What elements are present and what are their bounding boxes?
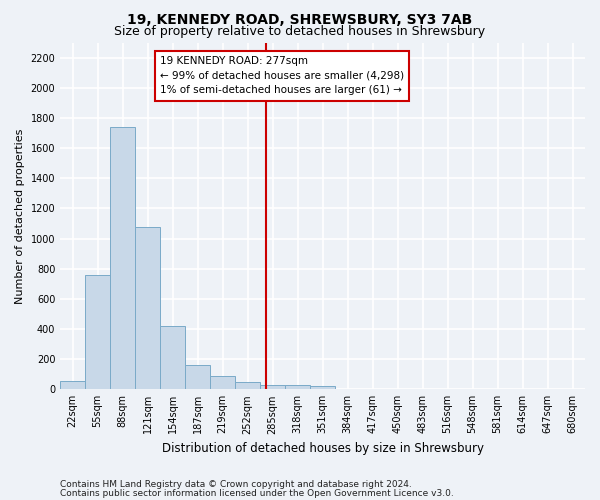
Bar xyxy=(60,381,85,390)
Bar xyxy=(285,385,310,390)
Bar xyxy=(235,382,260,390)
Text: Contains HM Land Registry data © Crown copyright and database right 2024.: Contains HM Land Registry data © Crown c… xyxy=(60,480,412,489)
Y-axis label: Number of detached properties: Number of detached properties xyxy=(15,128,25,304)
Bar xyxy=(135,227,160,390)
Text: 19, KENNEDY ROAD, SHREWSBURY, SY3 7AB: 19, KENNEDY ROAD, SHREWSBURY, SY3 7AB xyxy=(127,12,473,26)
Bar xyxy=(210,376,235,390)
X-axis label: Distribution of detached houses by size in Shrewsbury: Distribution of detached houses by size … xyxy=(161,442,484,455)
Bar xyxy=(85,274,110,390)
Bar xyxy=(260,385,285,390)
Text: 19 KENNEDY ROAD: 277sqm
← 99% of detached houses are smaller (4,298)
1% of semi-: 19 KENNEDY ROAD: 277sqm ← 99% of detache… xyxy=(160,56,404,96)
Text: Contains public sector information licensed under the Open Government Licence v3: Contains public sector information licen… xyxy=(60,489,454,498)
Bar xyxy=(110,127,135,390)
Text: Size of property relative to detached houses in Shrewsbury: Size of property relative to detached ho… xyxy=(115,25,485,38)
Bar xyxy=(160,326,185,390)
Bar xyxy=(185,365,210,390)
Bar xyxy=(310,386,335,390)
